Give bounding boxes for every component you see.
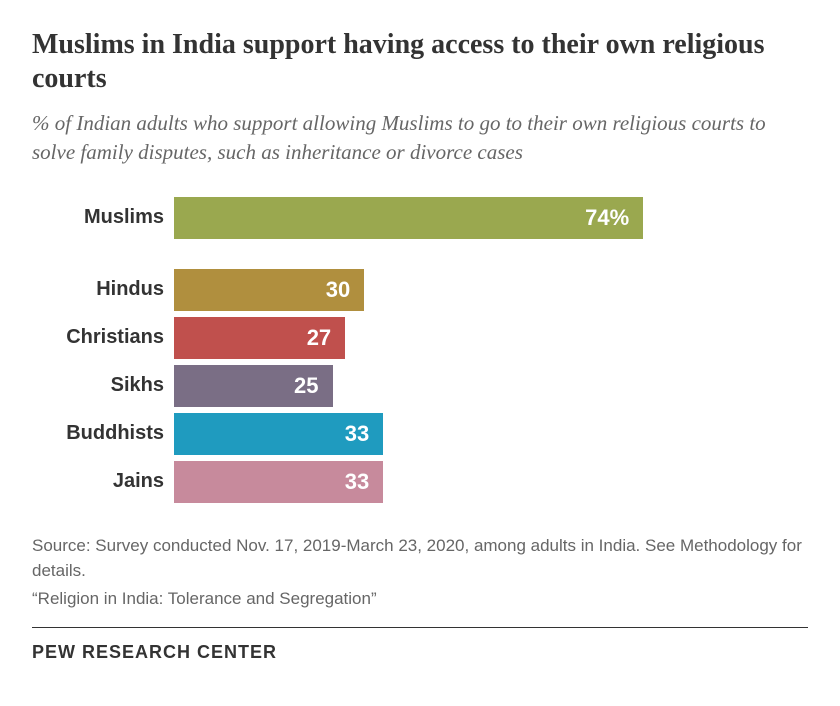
bar: 33 bbox=[174, 461, 383, 503]
bar-track: 33 bbox=[174, 413, 808, 455]
bar: 74% bbox=[174, 197, 643, 239]
bar-track: 33 bbox=[174, 461, 808, 503]
chart-row: Sikhs 25 bbox=[32, 362, 808, 410]
brand: PEW RESEARCH CENTER bbox=[32, 642, 808, 663]
bar: 25 bbox=[174, 365, 333, 407]
chart-row: Christians 27 bbox=[32, 314, 808, 362]
bar-chart: Muslims 74% Hindus 30 Christians 27 Sikhs 25 Bud… bbox=[32, 194, 808, 506]
bar: 27 bbox=[174, 317, 345, 359]
bar-track: 25 bbox=[174, 365, 808, 407]
bar-value: 33 bbox=[345, 469, 369, 495]
category-label: Christians bbox=[32, 326, 174, 349]
bar: 30 bbox=[174, 269, 364, 311]
category-label: Buddhists bbox=[32, 422, 174, 445]
bar-value: 25 bbox=[294, 373, 318, 399]
bar-track: 74% bbox=[174, 197, 808, 239]
group-gap bbox=[32, 242, 808, 266]
bar-value: 33 bbox=[345, 421, 369, 447]
chart-row: Muslims 74% bbox=[32, 194, 808, 242]
source-text: Source: Survey conducted Nov. 17, 2019-M… bbox=[32, 534, 808, 583]
bar: 33 bbox=[174, 413, 383, 455]
bar-value: 27 bbox=[307, 325, 331, 351]
chart-row: Hindus 30 bbox=[32, 266, 808, 314]
bar-track: 30 bbox=[174, 269, 808, 311]
category-label: Sikhs bbox=[32, 374, 174, 397]
category-label: Muslims bbox=[32, 206, 174, 229]
credit-text: “Religion in India: Tolerance and Segreg… bbox=[32, 589, 808, 609]
category-label: Jains bbox=[32, 470, 174, 493]
category-label: Hindus bbox=[32, 278, 174, 301]
chart-row: Jains 33 bbox=[32, 458, 808, 506]
divider bbox=[32, 627, 808, 628]
chart-subtitle: % of Indian adults who support allowing … bbox=[32, 109, 808, 166]
chart-row: Buddhists 33 bbox=[32, 410, 808, 458]
bar-track: 27 bbox=[174, 317, 808, 359]
bar-value: 30 bbox=[326, 277, 350, 303]
chart-title: Muslims in India support having access t… bbox=[32, 28, 808, 95]
bar-value: 74% bbox=[585, 205, 629, 231]
